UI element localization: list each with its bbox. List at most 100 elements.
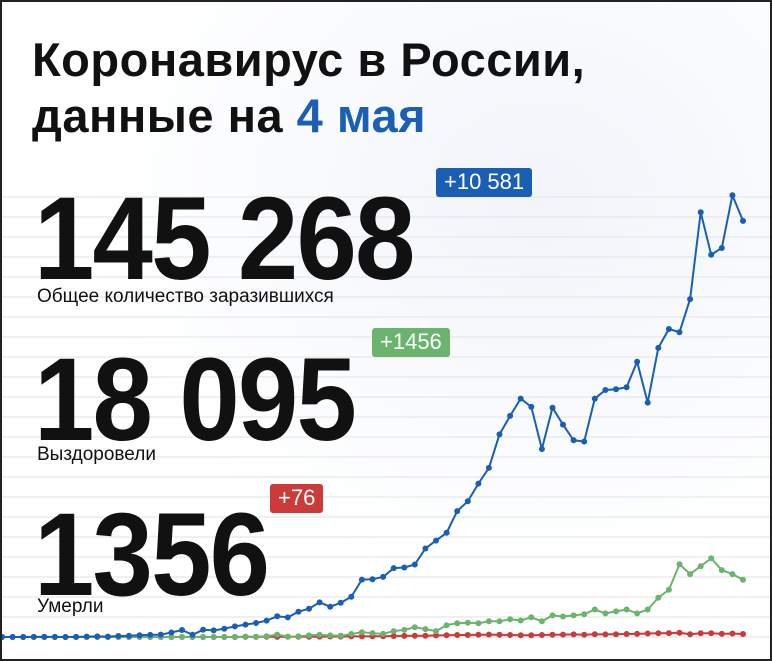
deaths-point	[581, 631, 588, 638]
recovered-point	[263, 633, 270, 640]
cases-point	[634, 358, 641, 365]
cases-point	[168, 629, 175, 636]
deaths-delta-badge: +76	[270, 484, 324, 513]
deaths-point	[422, 632, 429, 639]
cases-point	[560, 421, 566, 428]
cases-point	[253, 620, 260, 626]
deaths-point	[390, 633, 397, 639]
recovered-point	[168, 634, 175, 640]
recovered-point	[358, 629, 365, 636]
recovered-point	[433, 628, 439, 635]
recovered-label: Выздоровели	[37, 444, 156, 465]
deaths-point	[623, 631, 630, 637]
grid-lines	[2, 196, 770, 638]
cases-point	[274, 613, 281, 620]
recovered-delta-badge: +1456	[372, 328, 450, 357]
deaths-point	[644, 630, 651, 637]
deaths-point	[411, 632, 418, 639]
cases-point	[623, 384, 630, 391]
cases-point	[570, 437, 577, 444]
cases-point	[718, 245, 725, 251]
recovered-point	[316, 631, 323, 638]
deaths-point	[517, 632, 524, 639]
cases-point	[30, 633, 37, 640]
cases-point	[221, 625, 228, 632]
recovered-point	[284, 633, 291, 640]
cases-delta-badge: +10 581	[436, 168, 533, 197]
recovered-point	[740, 576, 746, 583]
recovered-point	[687, 571, 694, 578]
cases-point	[358, 576, 365, 583]
recovered-point	[485, 618, 492, 625]
cases-point	[327, 603, 334, 610]
cases-point	[242, 621, 249, 628]
cases-point	[581, 438, 588, 445]
cases-point	[179, 627, 185, 633]
deaths-point	[528, 632, 535, 639]
cases-point	[200, 626, 207, 633]
recovered-point	[253, 633, 260, 640]
deaths-point	[708, 630, 715, 637]
title-prefix: данные на	[32, 89, 297, 142]
deaths-point	[443, 632, 450, 639]
title-line-2: данные на 4 мая	[32, 92, 426, 139]
cases-point	[390, 565, 397, 572]
recovered-point	[718, 567, 725, 574]
cases-point	[549, 404, 556, 411]
recovered-point	[560, 613, 566, 620]
cases-point	[231, 623, 238, 630]
cases-point	[41, 633, 48, 640]
recovered-point	[464, 619, 471, 626]
cases-point	[422, 545, 429, 552]
cases-point	[591, 395, 598, 402]
recovered-point	[665, 586, 672, 593]
recovered-point	[210, 634, 217, 640]
cases-point	[73, 633, 80, 640]
cases-point	[284, 614, 291, 621]
recovered-point	[517, 617, 524, 624]
deaths-point	[401, 632, 408, 639]
cases-point	[443, 529, 450, 536]
cases-point	[517, 395, 524, 402]
deaths-point	[464, 632, 471, 638]
cases-point	[147, 631, 154, 638]
cases-point	[655, 344, 662, 351]
recovered-point	[411, 624, 418, 631]
cases-point	[475, 480, 482, 487]
recovered-point	[581, 611, 588, 618]
recovered-point	[295, 633, 302, 640]
cases-point	[644, 399, 651, 406]
cases-point	[411, 561, 418, 568]
deaths-point	[676, 629, 683, 636]
recovered-point	[337, 632, 344, 639]
cases-point	[401, 564, 408, 571]
cases-point	[157, 631, 164, 638]
cases-point	[464, 498, 471, 505]
recovered-point	[507, 616, 514, 623]
recovered-point	[634, 610, 641, 617]
deaths-point	[433, 632, 439, 639]
title-line-1: Коронавирус в России,	[32, 33, 586, 86]
deaths-point	[549, 631, 556, 638]
cases-point	[9, 634, 16, 640]
deaths-point	[560, 631, 566, 638]
recovered-point	[708, 555, 715, 562]
recovered-point	[591, 606, 598, 613]
recovered-point	[538, 618, 545, 625]
cases-point	[697, 209, 704, 216]
cases-point	[496, 431, 503, 438]
cases-point	[62, 634, 69, 640]
cases-point	[687, 296, 694, 303]
recovered-point	[570, 612, 577, 619]
recovered-point	[528, 614, 535, 621]
cases-point	[263, 617, 270, 624]
recovered-point	[602, 610, 609, 617]
cases-point	[94, 633, 101, 640]
deaths-label: Умерли	[37, 596, 104, 617]
deaths-point	[602, 631, 609, 638]
cases-point	[729, 192, 736, 199]
deaths-point	[718, 630, 725, 637]
deaths-point	[496, 631, 503, 638]
cases-point	[485, 464, 492, 471]
